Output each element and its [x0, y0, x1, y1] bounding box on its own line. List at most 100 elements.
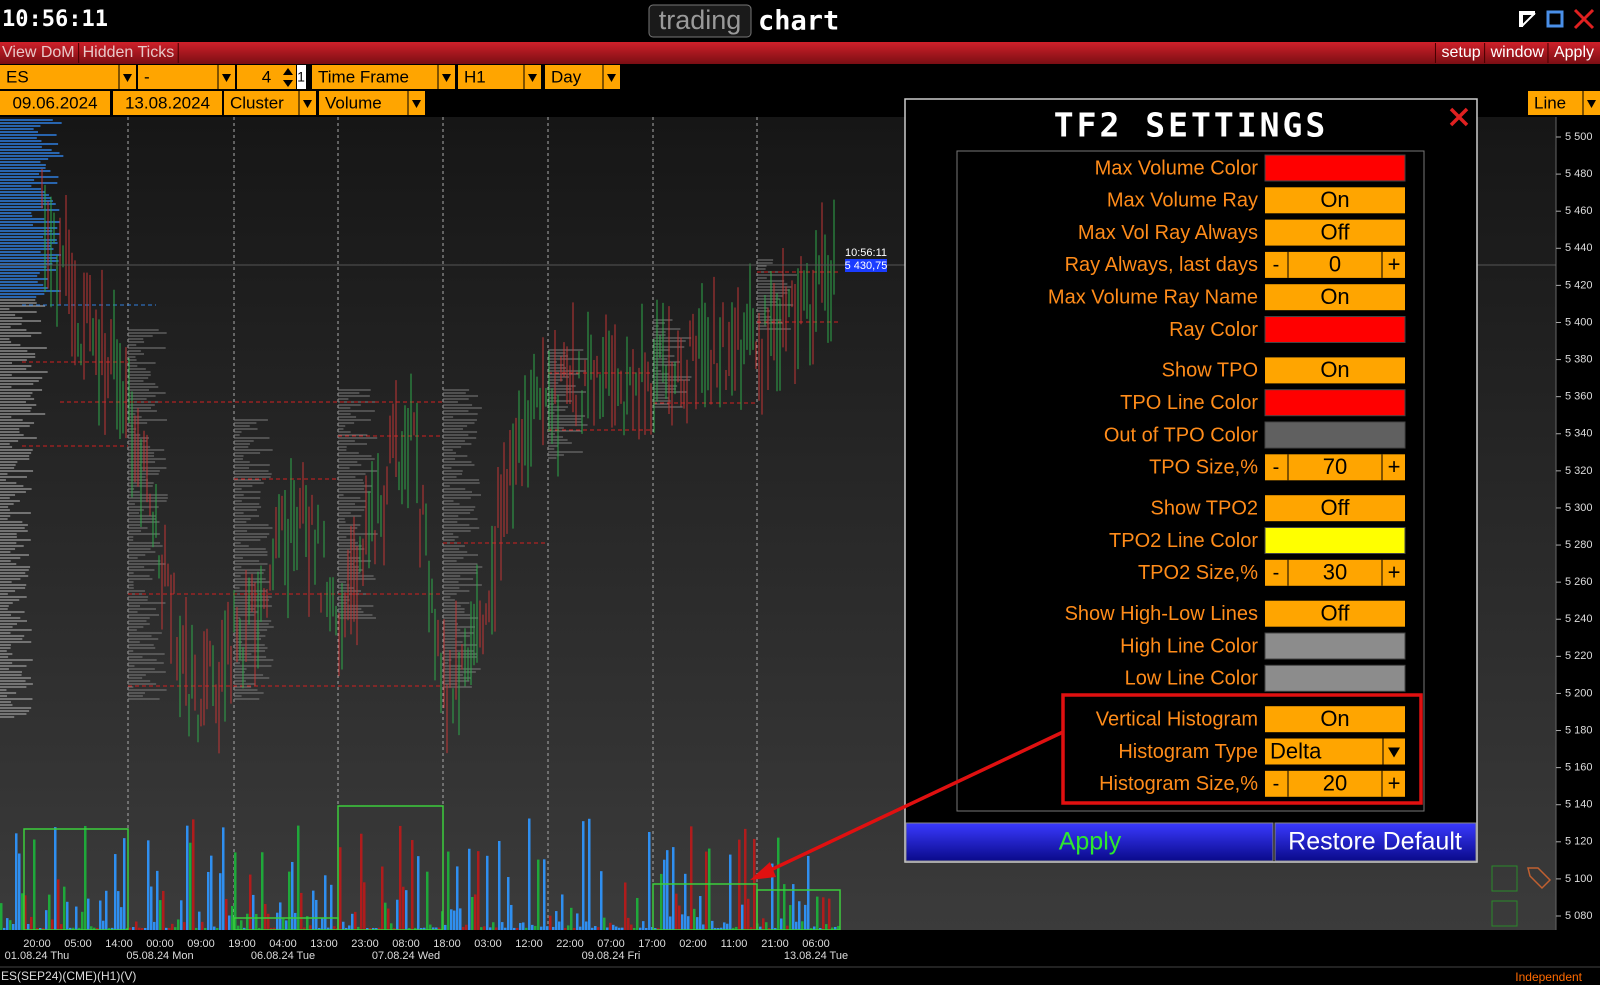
stepper-minus[interactable]: - [1273, 457, 1280, 479]
settings-close[interactable] [1449, 107, 1469, 127]
toolbar-field[interactable] [224, 91, 316, 115]
setting-value-box[interactable] [1265, 357, 1405, 384]
toolbar-field[interactable] [1528, 91, 1600, 115]
time-label: 02:00 [679, 938, 707, 950]
toolbar-field[interactable] [458, 65, 541, 89]
setting-value-box[interactable] [1265, 284, 1405, 311]
histogram-bar [552, 926, 555, 930]
setting-value-box[interactable] [1265, 706, 1405, 733]
histogram-bar [258, 927, 261, 930]
color-swatch[interactable] [1264, 527, 1406, 554]
histogram-bar [471, 896, 474, 930]
close-button[interactable] [1573, 8, 1595, 30]
time-label: 03:00 [474, 938, 502, 950]
stepper-plus[interactable]: + [1388, 252, 1401, 277]
stepper-minus[interactable]: - [1273, 773, 1280, 795]
maximize-button[interactable] [1546, 10, 1564, 28]
time-label: 04:00 [269, 938, 297, 950]
annotation-arrow [761, 730, 1064, 876]
histogram-bar [144, 927, 147, 930]
histogram-bar [789, 905, 792, 930]
histogram-bar [531, 924, 534, 930]
restore-button[interactable] [1274, 822, 1477, 862]
histogram-bar [366, 927, 369, 930]
histogram-bar [225, 898, 228, 930]
histogram-bar [219, 873, 222, 930]
color-swatch[interactable] [1264, 316, 1406, 343]
histogram-bar [324, 875, 327, 930]
histogram-bar [339, 847, 342, 930]
stepper-plus[interactable]: + [1388, 560, 1401, 585]
histogram-bar [318, 928, 321, 930]
dropdown-arrow[interactable] [1388, 747, 1400, 758]
tool-icon[interactable] [1491, 900, 1518, 927]
histogram-bar [12, 923, 15, 930]
menu-item[interactable]: Hidden Ticks [83, 44, 175, 61]
histogram-bar [477, 851, 480, 930]
setting-value-box[interactable] [1265, 738, 1405, 765]
histogram-bar [468, 848, 471, 930]
color-swatch[interactable] [1264, 154, 1406, 182]
menu-item[interactable]: View DoM [2, 44, 75, 61]
color-swatch[interactable] [1264, 389, 1406, 417]
toolbar-field[interactable] [113, 91, 222, 115]
histogram-bar [693, 908, 696, 930]
minimize-button[interactable] [1519, 11, 1536, 27]
ui-layer: 10:56:11 trading chart View DoM Hidden Ticks… [0, 4, 1600, 984]
spinner-arrows[interactable] [283, 68, 293, 87]
apply-button[interactable] [905, 822, 1274, 862]
last-price: 5 430,75 [845, 260, 888, 272]
toolbar-field[interactable] [0, 91, 110, 115]
histogram-bar [735, 926, 738, 930]
time-label: 20:00 [23, 938, 51, 950]
setting-value-box[interactable] [1265, 495, 1405, 522]
histogram-bar [450, 909, 453, 930]
toolbar-field[interactable] [237, 65, 296, 89]
settings-rows: Max Volume Color Max Volume Ray On Max Vol … [1048, 154, 1406, 797]
menu-item[interactable]: setup [1441, 44, 1480, 61]
setting-label: Max Volume Ray Name [1048, 286, 1258, 308]
histogram-bar [330, 884, 333, 930]
setting-value-box[interactable] [1265, 187, 1405, 214]
color-swatch[interactable] [1264, 421, 1406, 449]
histogram-bar [444, 924, 447, 930]
histogram-bar [603, 917, 606, 930]
dropdown-arrow [412, 100, 421, 108]
toolbar-field[interactable] [0, 65, 136, 89]
histogram-bar [84, 825, 87, 930]
histogram-bar [426, 871, 429, 930]
histogram-bar [759, 926, 762, 930]
setting-value-box[interactable] [1265, 600, 1405, 627]
setting-value: 0 [1329, 252, 1341, 277]
histogram-bar [333, 926, 336, 930]
histogram-bar [132, 927, 135, 930]
stepper-minus[interactable]: - [1273, 562, 1280, 584]
stepper-plus[interactable]: + [1388, 454, 1401, 479]
histogram-bar [54, 827, 57, 930]
menu-bar [0, 42, 1600, 64]
time-label: 18:00 [433, 938, 461, 950]
toolbar-field[interactable] [319, 91, 425, 115]
tag-icon[interactable] [1527, 867, 1552, 890]
menu-item[interactable]: Apply [1554, 44, 1594, 61]
setting-value-box[interactable] [1265, 219, 1405, 246]
price-label: 5 140 [1565, 799, 1593, 811]
color-swatch[interactable] [1264, 664, 1406, 692]
tool-icon[interactable] [1491, 865, 1518, 892]
setting-value: 70 [1323, 454, 1347, 479]
toolbar-field[interactable] [138, 65, 235, 89]
histogram-bar [114, 854, 117, 930]
color-swatch[interactable] [1264, 632, 1406, 660]
histogram-bar [582, 821, 585, 930]
stepper-minus[interactable]: - [1273, 254, 1280, 276]
time-label: 05:00 [64, 938, 92, 950]
toolbar-field[interactable] [545, 65, 620, 89]
histogram-bar [60, 924, 63, 930]
toolbar-field[interactable] [312, 65, 455, 89]
price-label: 5 080 [1565, 910, 1593, 922]
histogram-bar [558, 921, 561, 930]
stepper-plus[interactable]: + [1388, 771, 1401, 796]
toolbar-value: Time Frame [318, 67, 409, 86]
menu-item[interactable]: window [1490, 44, 1545, 61]
dropdown-arrow [303, 100, 312, 108]
